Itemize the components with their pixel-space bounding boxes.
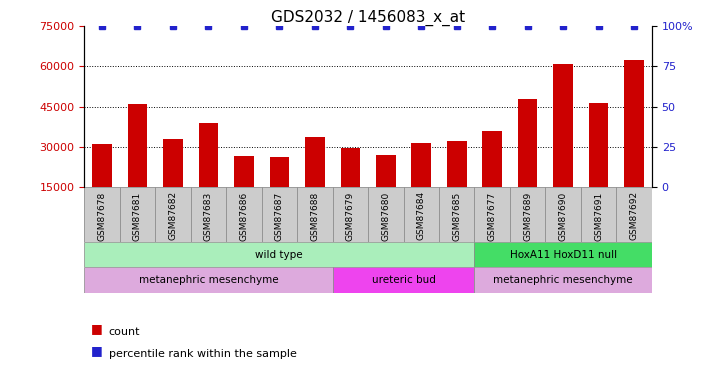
Bar: [305, 137, 325, 227]
Text: metanephric mesenchyme: metanephric mesenchyme: [494, 275, 633, 285]
Bar: [332, 267, 475, 292]
Bar: [545, 187, 581, 242]
Bar: [128, 104, 147, 227]
Bar: [234, 156, 254, 227]
Bar: [518, 99, 538, 227]
Bar: [439, 187, 475, 242]
Bar: [510, 187, 545, 242]
Text: GSM87689: GSM87689: [523, 191, 532, 241]
Bar: [616, 187, 652, 242]
Text: GSM87687: GSM87687: [275, 191, 284, 241]
Bar: [447, 141, 466, 227]
Text: GSM87682: GSM87682: [168, 191, 177, 240]
Bar: [475, 267, 652, 292]
Text: metanephric mesenchyme: metanephric mesenchyme: [139, 275, 278, 285]
Bar: [589, 103, 608, 227]
Bar: [226, 187, 261, 242]
Text: ■: ■: [91, 322, 103, 335]
Text: HoxA11 HoxD11 null: HoxA11 HoxD11 null: [510, 250, 617, 259]
Bar: [332, 187, 368, 242]
Text: GSM87677: GSM87677: [488, 191, 497, 241]
Bar: [482, 130, 502, 227]
Text: GSM87685: GSM87685: [452, 191, 461, 241]
Bar: [581, 187, 616, 242]
Text: GSM87691: GSM87691: [594, 191, 603, 241]
Text: GSM87683: GSM87683: [204, 191, 213, 241]
Text: percentile rank within the sample: percentile rank within the sample: [109, 350, 297, 359]
Bar: [404, 187, 439, 242]
Bar: [92, 144, 111, 227]
Bar: [261, 187, 297, 242]
Bar: [297, 187, 332, 242]
Bar: [270, 158, 289, 227]
Bar: [191, 187, 226, 242]
Text: wild type: wild type: [255, 250, 303, 259]
Text: GSM87690: GSM87690: [559, 191, 568, 241]
Text: GSM87678: GSM87678: [97, 191, 107, 241]
Text: GSM87688: GSM87688: [311, 191, 319, 241]
Bar: [376, 155, 395, 227]
Bar: [163, 139, 182, 227]
Text: GSM87686: GSM87686: [239, 191, 248, 241]
Title: GDS2032 / 1456083_x_at: GDS2032 / 1456083_x_at: [271, 10, 465, 26]
Bar: [120, 187, 155, 242]
Bar: [84, 187, 120, 242]
Text: GSM87679: GSM87679: [346, 191, 355, 241]
Text: ■: ■: [91, 344, 103, 357]
Bar: [554, 64, 573, 227]
Bar: [475, 242, 652, 267]
Text: GSM87681: GSM87681: [133, 191, 142, 241]
Bar: [411, 143, 431, 227]
Bar: [198, 123, 218, 227]
Bar: [84, 267, 332, 292]
Text: GSM87692: GSM87692: [629, 191, 639, 240]
Text: count: count: [109, 327, 140, 337]
Bar: [475, 187, 510, 242]
Bar: [84, 242, 475, 267]
Bar: [155, 187, 191, 242]
Text: GSM87680: GSM87680: [381, 191, 390, 241]
Text: ureteric bud: ureteric bud: [372, 275, 435, 285]
Bar: [341, 148, 360, 227]
Bar: [368, 187, 404, 242]
Text: GSM87684: GSM87684: [417, 191, 426, 240]
Bar: [625, 60, 644, 227]
